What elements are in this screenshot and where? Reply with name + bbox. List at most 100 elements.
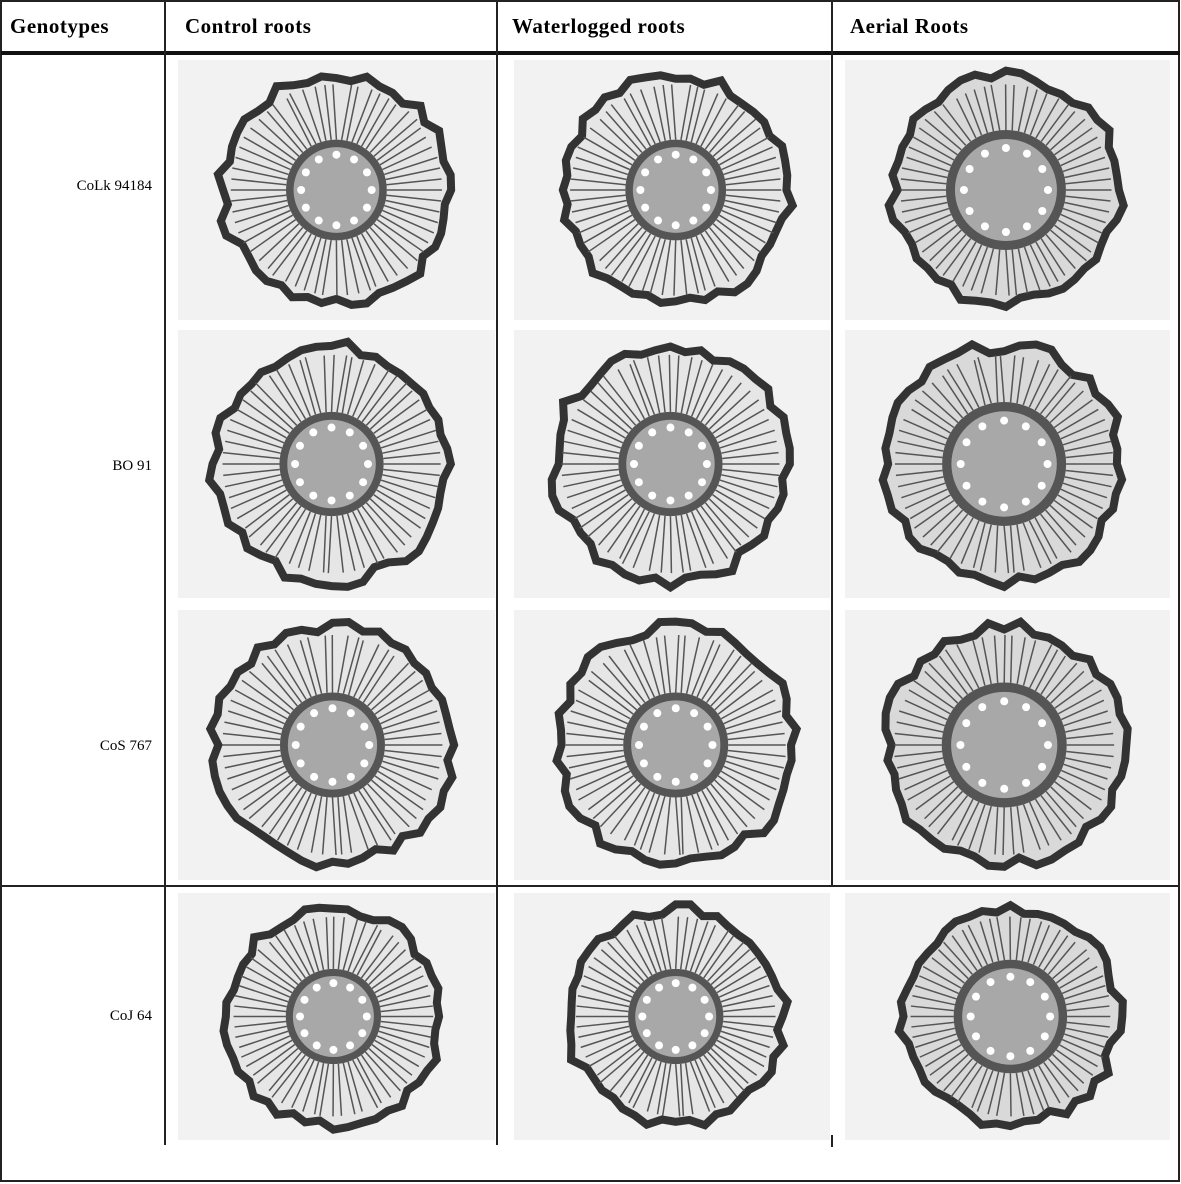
aerenchyma-spoke xyxy=(943,941,973,975)
aerenchyma-spoke xyxy=(288,511,312,564)
aerenchyma-spoke xyxy=(633,792,656,846)
xylem-vessel xyxy=(309,491,318,500)
aerenchyma-spoke xyxy=(302,921,320,972)
aerenchyma-spoke xyxy=(1015,1072,1025,1116)
aerenchyma-spoke xyxy=(632,359,656,415)
aerenchyma-spoke xyxy=(691,794,713,850)
aerenchyma-spoke xyxy=(908,689,951,715)
aerenchyma-spoke xyxy=(321,240,332,296)
aerenchyma-spoke xyxy=(668,354,672,412)
aerenchyma-spoke xyxy=(724,199,780,213)
aerenchyma-spoke xyxy=(358,649,390,700)
aerenchyma-spoke xyxy=(321,797,328,855)
aerenchyma-spoke xyxy=(641,237,661,291)
aerenchyma-spoke xyxy=(1028,644,1053,689)
xylem-vessel xyxy=(1021,422,1030,431)
aerenchyma-spoke xyxy=(994,807,999,855)
aerenchyma-spoke xyxy=(1062,429,1109,446)
aerenchyma-spoke xyxy=(912,994,956,1006)
aerenchyma-spoke xyxy=(304,357,322,414)
xylem-vessel xyxy=(671,221,680,230)
aerenchyma-spoke xyxy=(365,230,398,276)
aerenchyma-spoke xyxy=(310,796,323,853)
xylem-vessel xyxy=(363,460,372,468)
aerenchyma-spoke xyxy=(680,357,693,414)
xylem-vessel xyxy=(1038,762,1047,771)
aerenchyma-spoke xyxy=(719,429,775,449)
xylem-vessel xyxy=(654,155,663,164)
aerenchyma-spoke xyxy=(935,234,967,269)
aerenchyma-spoke xyxy=(371,779,417,820)
aerenchyma-spoke xyxy=(999,354,1005,403)
aerenchyma-spoke xyxy=(1040,795,1072,835)
aerenchyma-spoke xyxy=(680,514,692,571)
aerenchyma-spoke xyxy=(662,84,672,140)
aerenchyma-spoke xyxy=(1063,710,1108,727)
aerenchyma-spoke xyxy=(704,104,740,150)
aerenchyma-spoke xyxy=(299,640,317,696)
aerenchyma-spoke xyxy=(243,136,294,166)
aerenchyma-spoke xyxy=(351,89,373,143)
aerenchyma-spoke xyxy=(299,360,317,415)
aerenchyma-spoke xyxy=(1029,244,1051,287)
stele xyxy=(292,975,374,1058)
aerenchyma-spoke xyxy=(907,213,952,234)
xylem-vessel xyxy=(291,460,300,468)
aerenchyma-spoke xyxy=(352,1059,379,1109)
aerenchyma-spoke xyxy=(990,84,1001,131)
aerenchyma-spoke xyxy=(378,418,431,444)
aerenchyma-spoke xyxy=(237,770,288,801)
aerenchyma-spoke xyxy=(239,1030,289,1049)
xylem-vessel xyxy=(965,207,974,215)
aerenchyma-spoke xyxy=(669,516,673,574)
aerenchyma-spoke xyxy=(373,494,421,529)
xylem-vessel xyxy=(671,704,680,713)
aerenchyma-spoke xyxy=(588,965,635,994)
aerenchyma-spoke xyxy=(1065,994,1109,1006)
aerenchyma-spoke xyxy=(679,1063,685,1116)
aerenchyma-spoke xyxy=(294,235,317,287)
aerenchyma-spoke xyxy=(976,1070,994,1112)
aerenchyma-spoke xyxy=(722,1025,774,1038)
aerenchyma-spoke xyxy=(306,637,323,694)
aerenchyma-spoke xyxy=(707,1051,745,1092)
aerenchyma-spoke xyxy=(938,949,969,980)
xylem-vessel xyxy=(956,460,965,468)
aerenchyma-spoke xyxy=(701,649,735,700)
aerenchyma-spoke xyxy=(369,226,409,269)
aerenchyma-spoke xyxy=(912,679,955,709)
aerenchyma-spoke xyxy=(685,513,707,569)
aerenchyma-spoke xyxy=(1043,935,1069,972)
aerenchyma-spoke xyxy=(689,1061,711,1112)
aerenchyma-spoke xyxy=(225,440,281,454)
aerenchyma-spoke xyxy=(700,98,727,147)
aerenchyma-spoke xyxy=(244,494,290,529)
xylem-vessel xyxy=(291,741,300,749)
aerenchyma-spoke xyxy=(1005,249,1010,296)
aerenchyma-spoke xyxy=(1060,418,1106,440)
xylem-vessel xyxy=(1000,784,1009,793)
xylem-vessel xyxy=(295,441,304,450)
aerenchyma-spoke xyxy=(901,201,948,213)
aerenchyma-spoke xyxy=(901,167,948,179)
aerenchyma-spoke xyxy=(222,451,280,460)
aerenchyma-spoke xyxy=(234,994,287,1008)
aerenchyma-spoke xyxy=(919,1038,959,1058)
xylem-vessel xyxy=(1006,972,1015,981)
aerenchyma-spoke xyxy=(605,111,643,154)
aerenchyma-spoke xyxy=(371,957,416,990)
aerenchyma-spoke xyxy=(704,382,742,426)
aerenchyma-spoke xyxy=(259,502,298,546)
aerenchyma-spoke xyxy=(575,156,628,176)
aerenchyma-spoke xyxy=(1064,1033,1106,1049)
aerenchyma-spoke xyxy=(1028,801,1050,846)
xylem-vessel xyxy=(688,983,697,992)
aerenchyma-spoke xyxy=(1057,689,1102,715)
aerenchyma-spoke xyxy=(335,240,338,296)
aerenchyma-spoke xyxy=(571,484,624,510)
aerenchyma-spoke xyxy=(383,451,441,460)
aerenchyma-spoke xyxy=(717,679,763,715)
aerenchyma-spoke xyxy=(297,513,317,569)
header-cell: Genotypes xyxy=(10,14,109,38)
aerenchyma-spoke xyxy=(1035,98,1060,139)
